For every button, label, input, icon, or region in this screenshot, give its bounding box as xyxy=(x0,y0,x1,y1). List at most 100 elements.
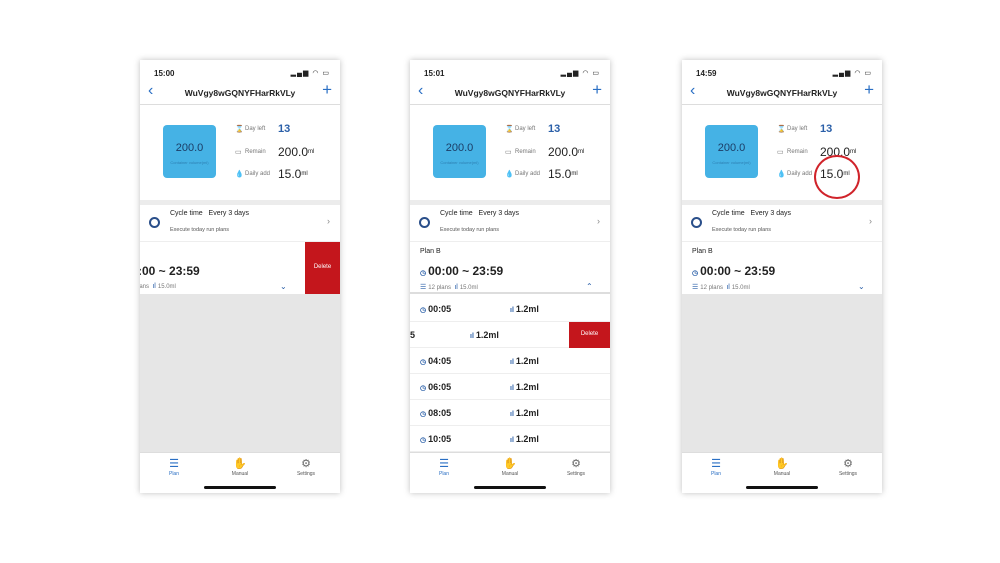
hourglass-icon: ⌛ xyxy=(777,126,786,133)
add-icon[interactable]: + xyxy=(864,80,874,99)
tab-bar: ☰ Plan ✋ Manual ⚙ Settings xyxy=(140,452,340,493)
cycle-subtitle: Execute today run plans xyxy=(712,227,772,233)
highlight-circle xyxy=(814,155,860,199)
tab-manual[interactable]: ✋ Manual xyxy=(762,457,802,477)
status-time: 15:00 xyxy=(154,69,175,78)
schedule-row[interactable]: ◷ 04:05 ıl 1.2ml xyxy=(410,348,610,374)
tab-label: Settings xyxy=(296,471,316,477)
drop-icon: 💧 xyxy=(235,171,244,178)
schedule-amount: ıl 1.2ml xyxy=(510,356,539,366)
status-icons: ▂▄▆ ◠ ▭ xyxy=(290,70,330,77)
gear-icon: ⚙ xyxy=(571,458,581,470)
day-left-value: 13 xyxy=(278,123,291,135)
cycle-label: Cycle time Every 3 days xyxy=(170,210,249,217)
unit: ml xyxy=(578,149,585,155)
tab-manual[interactable]: ✋ Manual xyxy=(220,457,260,477)
phone-screen-2: 15:01 ▂▄▆ ◠ ▭ ‹ WuVgy8wGQNYFHarRkVLy + 2… xyxy=(410,60,610,493)
container-value: 200.0 xyxy=(445,142,474,154)
delete-button[interactable]: Delete xyxy=(305,242,340,294)
remain-label: Remain xyxy=(245,149,266,155)
schedule-row-swiped[interactable]: 5 ıl 1.2ml Delete xyxy=(410,322,610,348)
cycle-value: Every 3 days xyxy=(750,210,791,217)
plan-name: Plan B xyxy=(420,248,441,255)
plan-meta: ☰ 12 plans ıl 15.0ml xyxy=(420,284,478,291)
back-icon[interactable]: ‹ xyxy=(148,82,154,99)
cycle-time-row[interactable]: Cycle time Every 3 days Execute today ru… xyxy=(140,205,340,241)
add-icon[interactable]: + xyxy=(322,80,332,99)
schedule-amount: ıl 1.2ml xyxy=(470,330,499,340)
plan-name: Plan B xyxy=(692,248,713,255)
plan-icon: ☰ xyxy=(439,458,449,470)
plan-row[interactable]: Plan B ◷ 00:00 ~ 23:59 ☰ 12 plans ıl 15.0ml… xyxy=(410,242,610,294)
container-tank: 200.0 Container volume(ml) xyxy=(705,125,758,178)
schedule-time: ◷ 08:05 xyxy=(420,408,452,418)
section-divider xyxy=(682,200,882,205)
tab-settings[interactable]: ⚙ Settings xyxy=(828,457,868,477)
day-left-row: ⌛ Day left 13 xyxy=(235,123,340,135)
tab-plan[interactable]: ☰ Plan xyxy=(154,457,194,477)
status-icons: ▂▄▆ ◠ ▭ xyxy=(832,70,872,77)
schedule-row[interactable]: ◷ 06:05 ıl 1.2ml xyxy=(410,374,610,400)
home-indicator xyxy=(474,486,546,489)
cycle-value: Every 3 days xyxy=(478,210,519,217)
chevron-down-icon[interactable]: ⌄ xyxy=(858,282,865,291)
hourglass-icon: ⌛ xyxy=(235,126,244,133)
chevron-down-icon[interactable]: ⌄ xyxy=(280,282,287,291)
phone-screen-3: 14:59 ▂▄▆ ◠ ▭ ‹ WuVgy8wGQNYFHarRkVLy + 2… xyxy=(682,60,882,493)
chevron-right-icon: › xyxy=(597,216,600,226)
tab-settings[interactable]: ⚙ Settings xyxy=(556,457,596,477)
drop-icon: 💧 xyxy=(777,171,786,178)
chevron-up-icon[interactable]: ⌃ xyxy=(586,282,593,291)
empty-area xyxy=(140,294,340,452)
schedule-time: ◷ 10:05 xyxy=(420,434,452,444)
tab-label: Settings xyxy=(838,471,858,477)
schedule-amount: ıl 1.2ml xyxy=(510,408,539,418)
tab-plan[interactable]: ☰ Plan xyxy=(424,457,464,477)
device-title: WuVgy8wGQNYFHarRkVLy xyxy=(184,88,296,98)
clock-icon xyxy=(149,217,160,228)
remain-row: ▭ Remain 200.0 ml xyxy=(505,145,610,159)
tab-settings[interactable]: ⚙ Settings xyxy=(286,457,326,477)
plan-row[interactable]: Plan B ◷ 00:00 ~ 23:59 ☰ 12 plans ıl 15.0ml… xyxy=(682,242,882,294)
cycle-time-row[interactable]: Cycle time Every 3 days Execute today ru… xyxy=(682,205,882,241)
divider xyxy=(682,241,882,242)
gauge-icon: ▭ xyxy=(505,149,512,156)
delete-button[interactable]: Delete xyxy=(569,322,610,348)
back-icon[interactable]: ‹ xyxy=(418,82,424,99)
back-icon[interactable]: ‹ xyxy=(690,82,696,99)
cycle-time-row[interactable]: Cycle time Every 3 days Execute today ru… xyxy=(410,205,610,241)
container-tank: 200.0 Container volume(ml) xyxy=(163,125,216,178)
remain-value: 200.0 xyxy=(278,145,309,159)
gauge-icon: ▭ xyxy=(235,149,242,156)
day-left-label: Day left xyxy=(245,126,266,132)
home-indicator xyxy=(746,486,818,489)
schedule-amount: ıl 1.2ml xyxy=(510,382,539,392)
schedule-row[interactable]: ◷ 08:05 ıl 1.2ml xyxy=(410,400,610,426)
tab-plan[interactable]: ☰ Plan xyxy=(696,457,736,477)
hand-icon: ✋ xyxy=(503,458,517,470)
empty-area xyxy=(682,294,882,452)
tab-manual[interactable]: ✋ Manual xyxy=(490,457,530,477)
remain-label: Remain xyxy=(787,149,808,155)
day-left-row: ⌛ Day left 13 xyxy=(505,123,610,135)
add-icon[interactable]: + xyxy=(592,80,602,99)
unit: ml xyxy=(308,149,315,155)
schedule-row[interactable]: ◷ 10:05 ıl 1.2ml xyxy=(410,426,610,452)
container-value: 200.0 xyxy=(717,142,746,154)
clock-icon xyxy=(691,217,702,228)
divider xyxy=(410,104,610,105)
status-time: 14:59 xyxy=(696,69,717,78)
schedule-amount: ıl 1.2ml xyxy=(510,304,539,314)
plan-icon: ☰ xyxy=(169,458,179,470)
day-left-row: ⌛ Day left 13 xyxy=(777,123,882,135)
day-left-label: Day left xyxy=(515,126,536,132)
schedule-row[interactable]: ◷ 00:05 ıl 1.2ml xyxy=(410,296,610,322)
daily-add-row: 💧 Daily add 15.0 ml xyxy=(235,167,340,181)
phone-screen-1: 15:00 ▂▄▆ ◠ ▭ ‹ WuVgy8wGQNYFHarRkVLy + 2… xyxy=(140,60,340,493)
divider xyxy=(682,104,882,105)
tab-label: Plan xyxy=(168,471,179,477)
drop-icon: 💧 xyxy=(505,171,514,178)
unit: ml xyxy=(571,171,578,177)
cycle-subtitle: Execute today run plans xyxy=(440,227,500,233)
